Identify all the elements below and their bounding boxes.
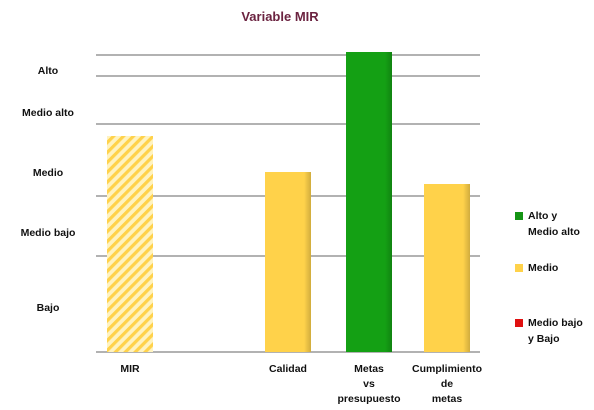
legend-label: Alto y Medio alto	[528, 210, 580, 238]
legend-label-line: Medio alto	[528, 226, 580, 238]
legend-label: Medio	[528, 262, 558, 274]
legend-label-line: Alto y	[528, 210, 557, 222]
legend: Alto y Medio alto Medio Medio bajo y Bajo	[515, 210, 583, 345]
x-category-label: Metas vs presupuesto	[337, 363, 400, 405]
x-category-label-line: vs	[363, 378, 375, 390]
x-category-label-line: Cumplimiento	[412, 363, 482, 375]
bar-shading	[304, 172, 311, 352]
bar	[346, 52, 392, 352]
x-category-label-line: Metas	[354, 363, 384, 375]
y-level-label: Medio bajo	[21, 227, 76, 239]
bar	[424, 184, 470, 352]
legend-swatch	[515, 319, 523, 327]
x-category-label-line: de	[441, 378, 453, 390]
bars	[107, 52, 470, 352]
x-category-label-line: metas	[432, 393, 463, 405]
bar	[107, 136, 153, 352]
y-level-label: Bajo	[37, 302, 60, 314]
x-axis-labels: MIR Calidad Metas vs presupuesto Cumplimiento…	[120, 363, 482, 405]
y-level-label: Alto	[38, 65, 58, 77]
y-level-label: Medio	[33, 167, 63, 179]
x-category-label: Cumplimiento de metas	[412, 363, 482, 405]
x-category-label-line: presupuesto	[337, 393, 400, 405]
legend-swatch	[515, 264, 523, 272]
x-category-label-line: MIR	[120, 363, 140, 375]
x-category-label: Calidad	[269, 363, 307, 375]
legend-label-line: Medio bajo	[528, 317, 583, 329]
y-level-label: Medio alto	[22, 107, 74, 119]
bar-shading	[385, 52, 392, 352]
legend-label: Medio bajo y Bajo	[528, 317, 583, 345]
bar	[265, 172, 311, 352]
y-axis-labels: Bajo Medio bajo Medio Medio alto Alto	[21, 65, 76, 314]
bar-shading	[463, 184, 470, 352]
x-category-label-line: Calidad	[269, 363, 307, 375]
legend-label-line: Medio	[528, 262, 558, 274]
legend-swatch	[515, 212, 523, 220]
x-category-label: MIR	[120, 363, 140, 375]
legend-label-line: y Bajo	[528, 333, 560, 345]
chart-title: Variable MIR	[241, 9, 319, 24]
